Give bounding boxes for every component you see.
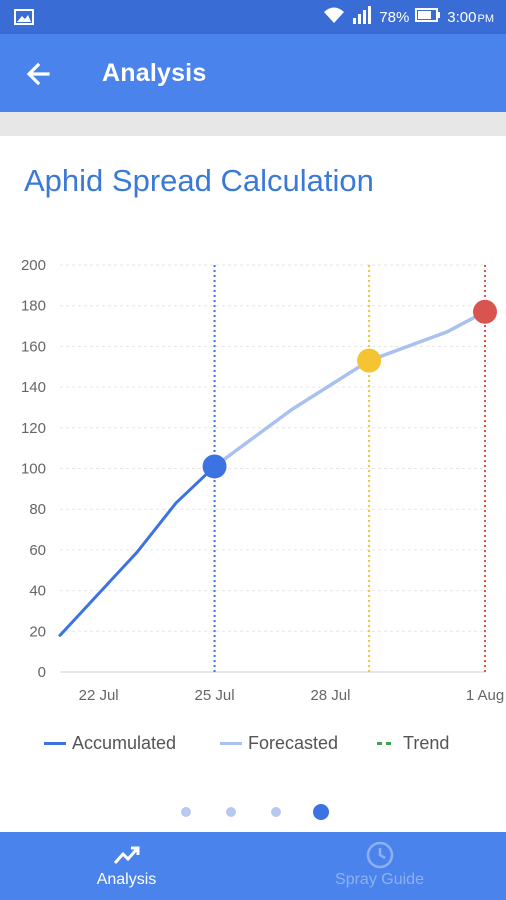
y-tick-label: 160: [21, 338, 46, 355]
signal-icon: [351, 5, 373, 29]
data-point-marker: [202, 454, 227, 479]
chart-title: Aphid Spread Calculation: [24, 163, 374, 198]
y-tick-label: 200: [21, 257, 46, 274]
page-dot-1[interactable]: [181, 807, 191, 817]
series-line-accumulated: [58, 464, 217, 637]
y-tick-label: 140: [21, 379, 46, 396]
x-tick-label: 25 Jul: [195, 687, 235, 704]
battery-icon: [415, 7, 441, 27]
app-bar: Analysis: [0, 34, 506, 112]
legend-label-trend: Trend: [403, 733, 450, 753]
battery-percent: 78%: [379, 8, 410, 26]
image-notification-icon: [14, 9, 34, 30]
nav-analysis[interactable]: Analysis: [0, 832, 253, 900]
page-dot-2[interactable]: [226, 807, 236, 817]
clock-time: 3:00PM: [447, 8, 494, 26]
y-tick-label: 40: [29, 583, 46, 600]
divider-strip: [0, 112, 506, 136]
clock-icon: [366, 841, 393, 869]
x-tick-label: 22 Jul: [79, 687, 119, 704]
legend-forecasted: Forecasted: [220, 733, 338, 754]
y-tick-label: 20: [29, 623, 46, 640]
y-tick-label: 0: [38, 664, 46, 681]
y-tick-label: 100: [21, 461, 46, 478]
nav-label-analysis: Analysis: [96, 871, 157, 888]
aphid-spread-chart: 0 20 40 60 80 100 120 140 160 180 200 22 Jul 25 Jul 2…: [21, 257, 504, 704]
status-bar: 78% 3:00PM: [0, 0, 506, 34]
x-tick-label: 28 Jul: [310, 687, 350, 704]
page-indicator: [0, 801, 506, 821]
page-title: Analysis: [102, 59, 207, 87]
wifi-icon: [323, 6, 345, 28]
y-tick-label: 180: [21, 298, 46, 315]
data-point-marker: [473, 299, 497, 324]
legend-accumulated: Accumulated: [44, 733, 176, 754]
chart-card: [0, 136, 506, 832]
page-dot-3[interactable]: [271, 807, 281, 817]
arrow-back-icon: [26, 62, 50, 86]
back-button[interactable]: [20, 56, 56, 92]
y-tick-label: 120: [21, 420, 46, 437]
data-point-marker: [357, 348, 382, 373]
legend-swatch-trend: [377, 742, 391, 745]
y-tick-label: 60: [29, 542, 46, 559]
legend-swatch-accumulated: [44, 742, 66, 745]
legend-label-accumulated: Accumulated: [72, 733, 177, 753]
nav-spray-guide[interactable]: Spray Guide: [253, 832, 506, 900]
legend-trend: Trend: [377, 733, 449, 754]
nav-label-spray-guide: Spray Guide: [335, 871, 424, 888]
series-line-forecasted: [212, 310, 487, 469]
trending-up-icon: [113, 846, 139, 864]
legend-swatch-forecasted: [220, 742, 242, 745]
legend-label-forecasted: Forecasted: [248, 733, 339, 753]
x-tick-label: 1 Aug: [466, 687, 504, 704]
bottom-navigation: Analysis Spray Guide: [0, 832, 506, 900]
page-dot-4-active[interactable]: [313, 804, 329, 820]
y-tick-label: 80: [29, 501, 46, 518]
chart-legend: Accumulated Forecasted Trend: [0, 733, 506, 761]
